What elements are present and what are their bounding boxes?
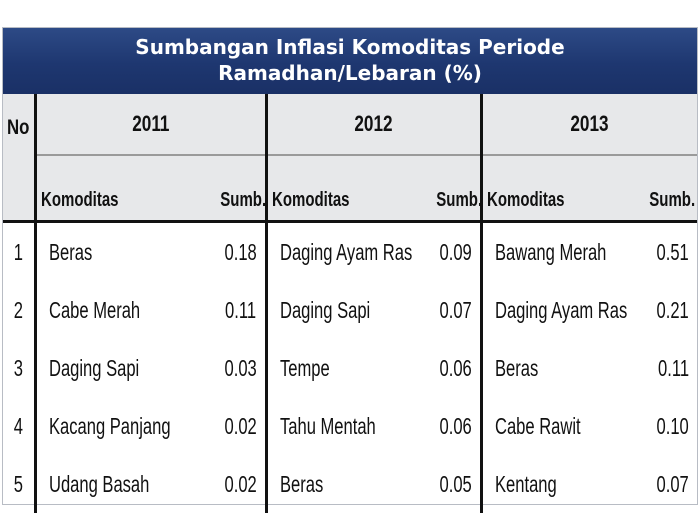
value-2011: 0.02 bbox=[224, 470, 257, 497]
no-column-header: No bbox=[3, 94, 35, 223]
commodity-2013: Cabe Rawit bbox=[479, 397, 628, 455]
komoditas-header-2013: Komoditas bbox=[479, 155, 628, 223]
value-2013: 0.10 bbox=[656, 412, 690, 439]
title-line-2: Ramadhan/Lebaran (%) bbox=[218, 61, 482, 85]
commodity-2011: Udang Basah bbox=[33, 455, 205, 513]
sumb-header-2012: Sumb. bbox=[421, 155, 482, 223]
value-2011: 0.18 bbox=[224, 238, 257, 265]
commodity-2011: Daging Sapi bbox=[33, 339, 205, 397]
value-2012: 0.06 bbox=[439, 354, 472, 381]
commodity-2012: Beras bbox=[264, 455, 422, 513]
commodity-2013: Beras bbox=[479, 339, 628, 397]
sumb-header-2013: Sumb. bbox=[627, 155, 698, 223]
commodity-2013: Daging Ayam Ras bbox=[479, 281, 628, 339]
value-2013: 0.11 bbox=[658, 354, 690, 381]
table-title: Sumbangan Inflasi Komoditas Periode Rama… bbox=[3, 28, 697, 94]
sumb-header-2011: Sumb. bbox=[205, 155, 267, 223]
row-number: 2 bbox=[13, 296, 23, 323]
commodity-2013: Kentang bbox=[479, 455, 628, 513]
commodity-2011: Beras bbox=[33, 221, 205, 281]
commodity-2012: Daging Ayam Ras bbox=[264, 221, 422, 281]
komoditas-header-2011: Komoditas bbox=[33, 155, 205, 223]
value-2011: 0.02 bbox=[224, 412, 257, 439]
value-2012: 0.05 bbox=[439, 470, 472, 497]
inflation-table: No 2011 2012 2013 Komoditas Sumb. Komodi… bbox=[3, 94, 698, 513]
year-header-row: No 2011 2012 2013 bbox=[3, 94, 698, 223]
year-header-2012: 2012 bbox=[264, 94, 482, 156]
commodity-2012: Daging Sapi bbox=[264, 281, 422, 339]
column-header-row: Komoditas Sumb. Komoditas Sumb. Komodita… bbox=[3, 155, 698, 223]
value-2012: 0.06 bbox=[439, 412, 472, 439]
commodity-2011: Cabe Merah bbox=[33, 281, 205, 339]
commodity-2011: Kacang Panjang bbox=[33, 397, 205, 455]
value-2011: 0.03 bbox=[224, 354, 257, 381]
commodity-2013: Bawang Merah bbox=[479, 221, 628, 281]
commodity-2012: Tempe bbox=[264, 339, 422, 397]
table-row: 2 Cabe Merah 0.11 Daging Sapi 0.07 Dagin… bbox=[3, 281, 697, 339]
value-2012: 0.07 bbox=[439, 296, 472, 323]
row-number: 4 bbox=[13, 412, 23, 439]
commodity-2012: Tahu Mentah bbox=[264, 397, 422, 455]
row-number: 3 bbox=[13, 354, 23, 381]
table-row: 1 Beras 0.18 Daging Ayam Ras 0.09 Bawang… bbox=[3, 221, 697, 281]
year-header-2011: 2011 bbox=[33, 94, 267, 156]
table-frame: Sumbangan Inflasi Komoditas Periode Rama… bbox=[2, 27, 698, 513]
value-2013: 0.07 bbox=[656, 470, 690, 497]
value-2013: 0.21 bbox=[656, 296, 690, 323]
value-2012: 0.09 bbox=[439, 238, 472, 265]
table-row: 5 Udang Basah 0.02 Beras 0.05 Kentang 0.… bbox=[3, 455, 697, 513]
row-number: 1 bbox=[13, 238, 23, 265]
value-2013: 0.51 bbox=[656, 238, 690, 265]
table-row: 3 Daging Sapi 0.03 Tempe 0.06 Beras 0.11 bbox=[3, 339, 697, 397]
komoditas-header-2012: Komoditas bbox=[264, 155, 422, 223]
year-header-2013: 2013 bbox=[479, 94, 698, 156]
title-line-1: Sumbangan Inflasi Komoditas Periode bbox=[135, 35, 565, 59]
table-row: 4 Kacang Panjang 0.02 Tahu Mentah 0.06 C… bbox=[3, 397, 697, 455]
row-number: 5 bbox=[13, 470, 23, 497]
value-2011: 0.11 bbox=[225, 296, 257, 323]
